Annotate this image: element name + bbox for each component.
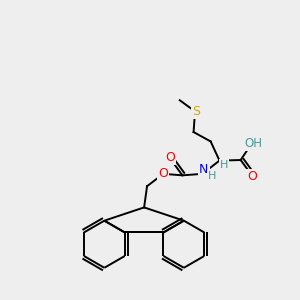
Text: O: O	[165, 151, 175, 164]
Text: O: O	[158, 167, 168, 180]
Text: S: S	[192, 105, 200, 118]
Text: N: N	[199, 163, 208, 176]
Text: O: O	[247, 170, 257, 183]
Text: H: H	[208, 171, 216, 181]
Text: OH: OH	[244, 137, 262, 150]
Text: H: H	[220, 160, 228, 170]
